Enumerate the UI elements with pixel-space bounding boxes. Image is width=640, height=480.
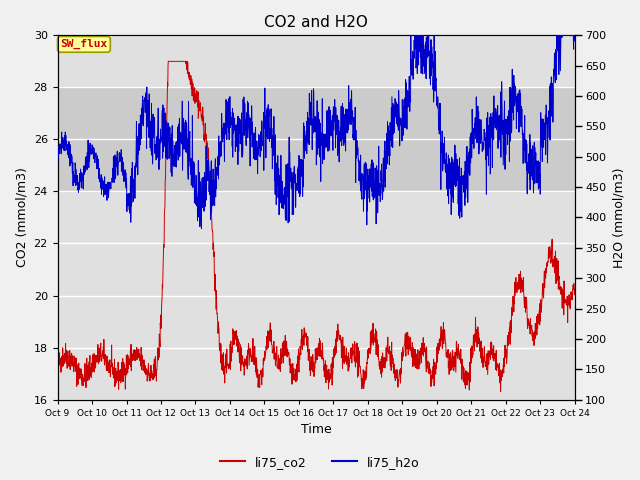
X-axis label: Time: Time [301,423,332,436]
Y-axis label: H2O (mmol/m3): H2O (mmol/m3) [612,167,625,268]
Legend: li75_co2, li75_h2o: li75_co2, li75_h2o [215,451,425,474]
Y-axis label: CO2 (mmol/m3): CO2 (mmol/m3) [15,168,28,267]
Title: CO2 and H2O: CO2 and H2O [264,15,368,30]
Text: SW_flux: SW_flux [60,39,108,49]
Bar [58,87,575,192]
